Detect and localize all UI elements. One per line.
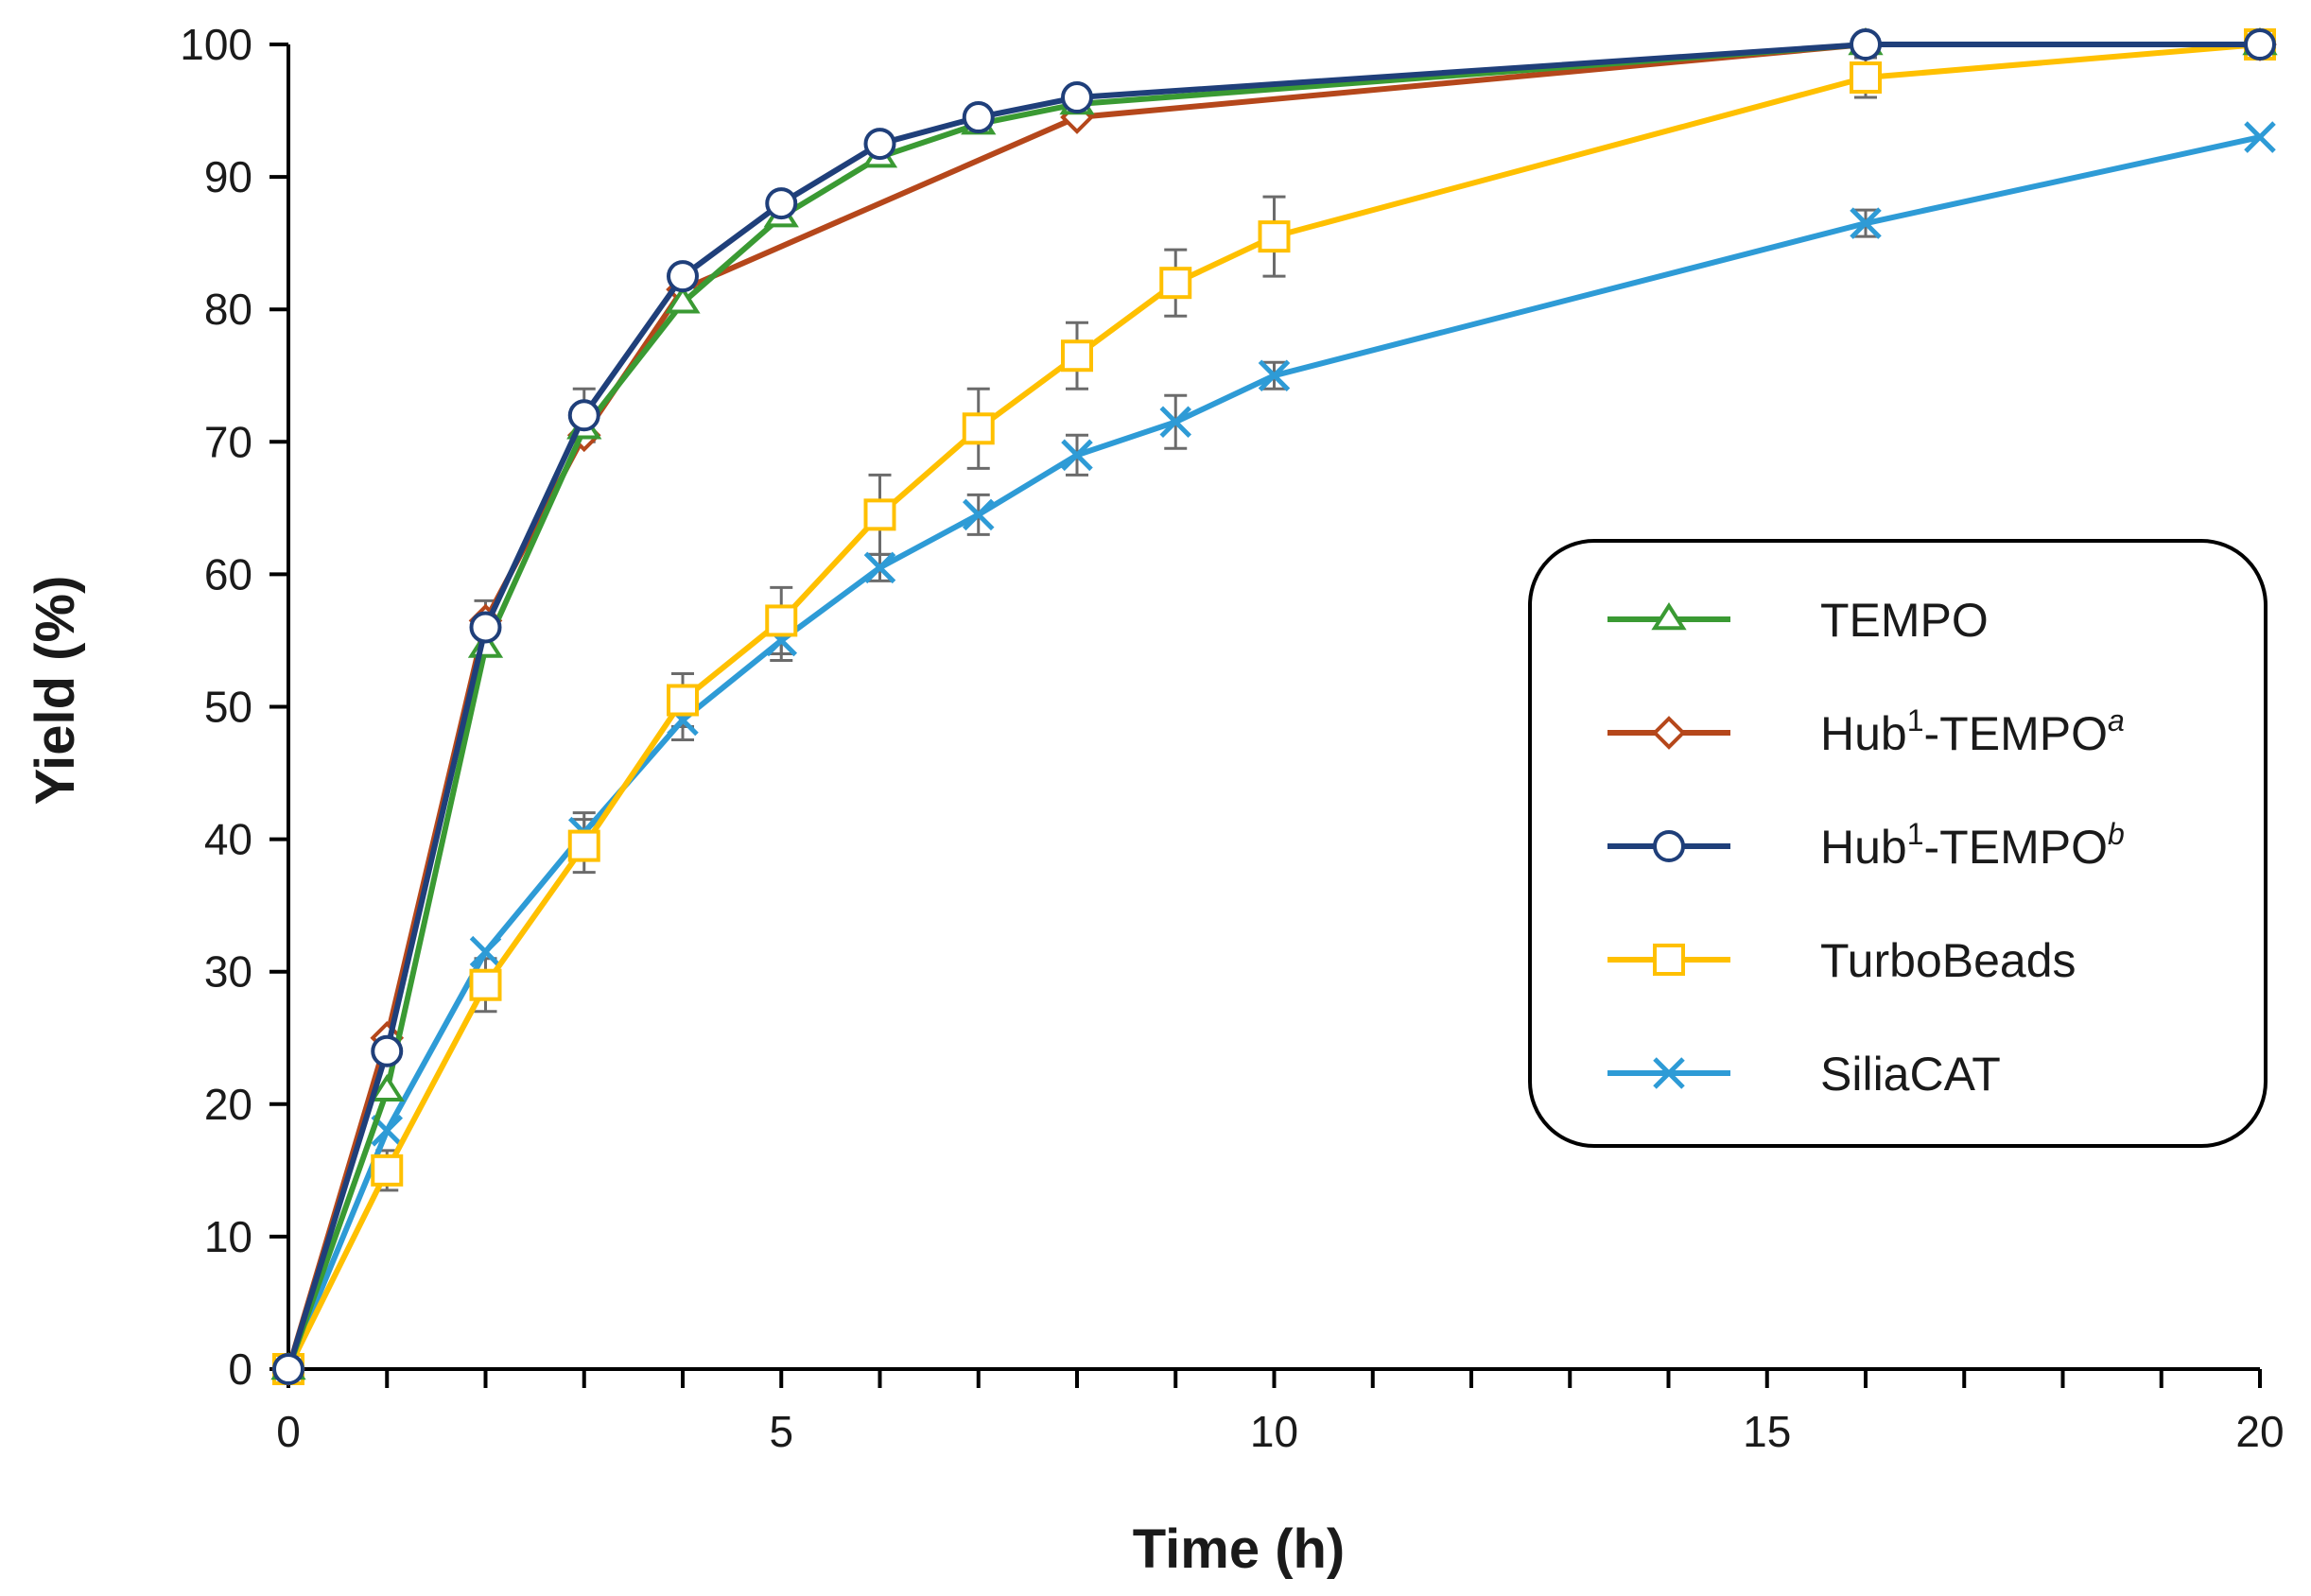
x-axis-ticks: 0 5 10 15 20 [276, 1369, 2285, 1456]
data-point [962, 498, 995, 531]
data-point [667, 260, 699, 293]
data-point [1258, 220, 1291, 253]
y-tick-label: 20 [204, 1080, 252, 1129]
data-point [863, 498, 896, 531]
x-tick-label: 5 [769, 1407, 793, 1456]
data-point [1258, 359, 1291, 392]
y-tick-label: 40 [204, 815, 252, 864]
legend-marker [1652, 716, 1686, 750]
x-marker-stroke [962, 498, 995, 531]
y-axis-title: Yield (%) [25, 576, 86, 806]
data-point [1061, 439, 1093, 472]
data-point [469, 935, 502, 968]
data-point [1061, 339, 1093, 373]
x-marker-stroke [469, 935, 502, 968]
series-siliacat [272, 121, 2276, 1385]
legend-label: Hub1-TEMPOa [1820, 703, 2125, 760]
legend-label: TurboBeads [1820, 934, 2076, 987]
legend-marker [1653, 830, 1685, 862]
data-point [567, 829, 600, 862]
y-tick-label: 60 [204, 549, 252, 598]
y-tick-label: 10 [204, 1212, 252, 1261]
y-tick-label: 90 [204, 152, 252, 201]
data-point [665, 286, 701, 314]
data-point [371, 1034, 404, 1067]
data-point [1850, 61, 1882, 95]
x-marker-stroke [1653, 1057, 1685, 1089]
data-point [369, 1073, 405, 1102]
x-tick-label: 15 [1743, 1407, 1791, 1456]
x-marker-stroke [1159, 406, 1192, 439]
legend-entry: TEMPO [1607, 594, 1989, 647]
y-tick-label: 0 [228, 1344, 252, 1394]
legend-marker [1653, 944, 1685, 976]
series-layer [270, 27, 2278, 1386]
data-point [469, 611, 502, 644]
y-axis-ticks: 0 10 20 30 40 50 60 70 80 90 100 [180, 20, 288, 1394]
legend: TEMPO Hub1-TEMPOa Hub1-TEMPOb TurboBeads Sil… [1528, 539, 2268, 1148]
legend-label: TEMPO [1820, 594, 1989, 647]
x-marker-stroke [863, 551, 896, 584]
x-tick-label: 0 [276, 1407, 301, 1456]
data-point [1159, 406, 1192, 439]
y-tick-label: 70 [204, 417, 252, 466]
legend-label: SiliaCAT [1820, 1048, 2001, 1101]
data-point [863, 128, 896, 161]
data-point [371, 1154, 404, 1187]
legend-box [1528, 539, 2268, 1148]
legend-entry: Hub1-TEMPOa [1607, 703, 2125, 760]
data-point [2244, 28, 2276, 61]
data-point [272, 1353, 304, 1385]
series-hub1-tempob [272, 28, 2276, 1385]
data-point [863, 551, 896, 584]
legend-marker [1651, 602, 1687, 631]
series-turbobeads [272, 28, 2276, 1385]
data-point [2244, 121, 2276, 153]
x-tick-label: 10 [1250, 1407, 1298, 1456]
x-marker-stroke [1061, 439, 1093, 472]
legend-entry: SiliaCAT [1607, 1048, 2001, 1101]
y-tick-label: 30 [204, 947, 252, 997]
x-axis-title: Time (h) [1133, 1518, 1346, 1580]
data-point [765, 604, 798, 637]
legend-marker [1653, 1057, 1685, 1089]
x-marker-stroke [1850, 207, 1882, 239]
x-marker-stroke [2244, 121, 2276, 153]
data-point [1850, 207, 1882, 239]
x-tick-label: 20 [2235, 1407, 2284, 1456]
legend-label: Hub1-TEMPOb [1820, 817, 2125, 874]
y-tick-label: 80 [204, 285, 252, 334]
data-point [962, 101, 995, 134]
data-point [1159, 267, 1192, 300]
y-tick-label: 100 [180, 20, 252, 69]
data-point [962, 412, 995, 445]
data-point [765, 187, 798, 220]
data-point [1061, 81, 1093, 114]
data-point [1850, 28, 1882, 61]
data-point [567, 399, 600, 432]
legend-entry: Hub1-TEMPOb [1607, 817, 2125, 874]
legend-entry: TurboBeads [1607, 934, 2076, 987]
x-marker-stroke [371, 1115, 404, 1147]
y-tick-label: 50 [204, 683, 252, 732]
data-point [469, 968, 502, 1001]
data-point [667, 684, 699, 717]
x-marker-stroke [1258, 359, 1291, 392]
